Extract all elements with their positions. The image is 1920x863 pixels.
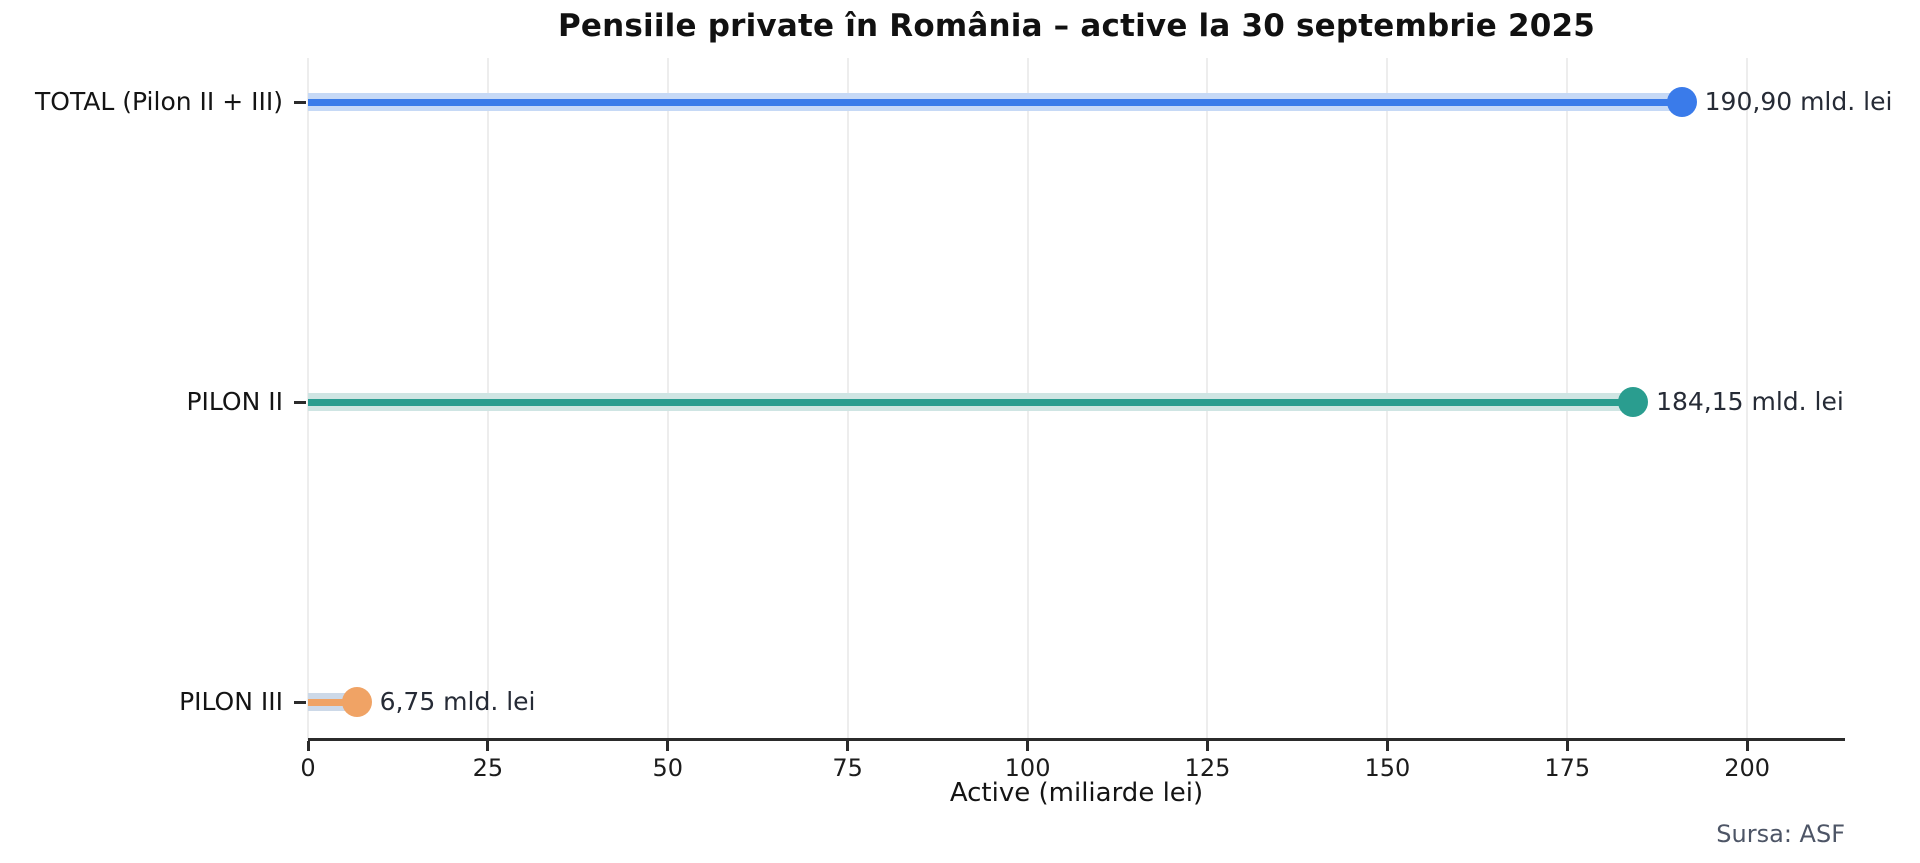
- category-label: PILON II: [186, 387, 283, 416]
- x-axis-tick: [1385, 741, 1389, 751]
- x-axis-tick: [666, 741, 670, 751]
- source-note: Sursa: ASF: [1716, 820, 1845, 848]
- x-axis-tick: [1026, 741, 1030, 751]
- lollipop-stick: [308, 398, 1634, 406]
- category-label: PILON III: [179, 687, 283, 716]
- x-axis-label: Active (miliarde lei): [949, 778, 1204, 808]
- x-axis-tick-label: 0: [300, 754, 316, 782]
- x-axis-tick: [846, 741, 850, 751]
- x-axis-tick-label: 100: [1004, 754, 1051, 782]
- lollipop-stick: [308, 698, 357, 706]
- plot-area: 0 25 50 75 100 125 150 175 200 190,90 mld. lei 184…: [300, 58, 1892, 782]
- x-axis-tick-label: 50: [652, 754, 684, 782]
- category-label: TOTAL (Pilon II + III): [35, 87, 283, 116]
- y-axis-tick: [294, 400, 306, 404]
- lollipop-dot: [1666, 87, 1697, 117]
- x-axis-tick: [1745, 741, 1749, 751]
- x-axis-tick-label: 75: [832, 754, 863, 782]
- value-label: 184,15 mld. lei: [1656, 387, 1844, 416]
- x-axis-tick: [306, 741, 310, 751]
- value-label: 6,75 mld. lei: [379, 687, 536, 716]
- x-axis-line: [308, 738, 1845, 741]
- x-axis-tick-label: 25: [472, 754, 504, 782]
- x-axis-tick-label: 175: [1544, 754, 1591, 782]
- lollipop-stick: [308, 98, 1682, 106]
- value-label: 190,90 mld. lei: [1704, 87, 1893, 116]
- x-axis-tick-label: 150: [1364, 754, 1411, 782]
- x-axis-tick-label: 200: [1724, 754, 1771, 782]
- x-axis-tick-label: 125: [1184, 754, 1231, 782]
- lollipop-dot: [1618, 387, 1649, 417]
- y-axis-tick: [294, 700, 306, 704]
- y-axis-tick: [294, 100, 306, 104]
- x-axis-tick: [486, 741, 490, 751]
- x-axis-tick: [1565, 741, 1569, 751]
- lollipop-dot: [341, 687, 372, 717]
- x-axis-tick: [1205, 741, 1209, 751]
- chart-title: Pensiile private în România – active la …: [557, 8, 1596, 44]
- vertical-gridline: [1746, 58, 1749, 740]
